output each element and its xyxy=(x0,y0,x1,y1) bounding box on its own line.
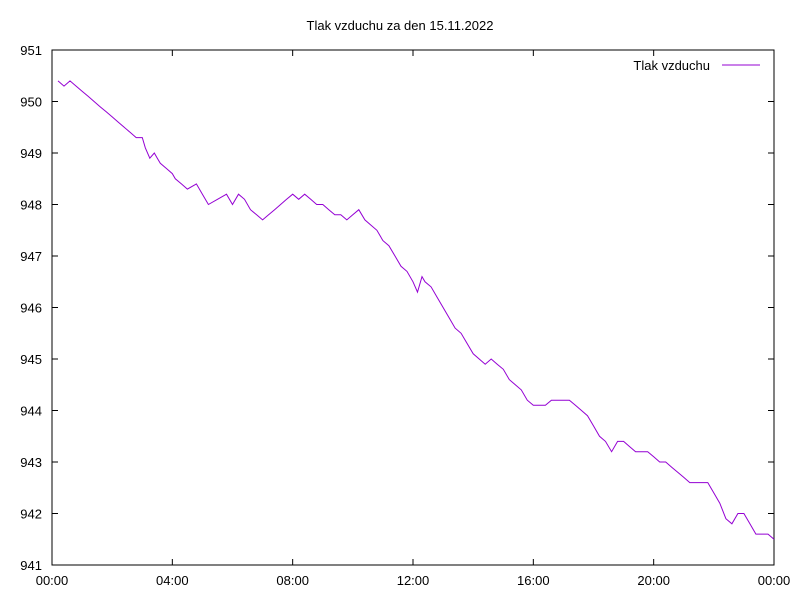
x-tick-label: 20:00 xyxy=(637,573,670,588)
y-tick-label: 942 xyxy=(20,507,42,522)
y-axis: 941 942 943 944 945 946 947 948 949 950 951 xyxy=(20,43,774,573)
x-tick-label: 00:00 xyxy=(758,573,791,588)
x-tick-label: 12:00 xyxy=(397,573,430,588)
x-tick-label: 00:00 xyxy=(36,573,69,588)
legend: Tlak vzduchu xyxy=(633,58,760,73)
y-tick-label: 948 xyxy=(20,198,42,213)
y-tick-label: 941 xyxy=(20,558,42,573)
chart-title: Tlak vzduchu za den 15.11.2022 xyxy=(306,18,494,33)
y-tick-label: 943 xyxy=(20,455,42,470)
y-tick-label: 945 xyxy=(20,352,42,367)
y-tick-label: 949 xyxy=(20,146,42,161)
y-tick-label: 951 xyxy=(20,43,42,58)
series-layer xyxy=(57,80,775,540)
legend-label: Tlak vzduchu xyxy=(633,58,710,73)
series-line-tlak-vzduchu xyxy=(57,80,775,540)
plot-frame xyxy=(51,49,775,566)
y-tick-label: 947 xyxy=(20,249,42,264)
x-tick-label: 16:00 xyxy=(517,573,550,588)
x-tick-label: 04:00 xyxy=(156,573,189,588)
x-tick-label: 08:00 xyxy=(276,573,309,588)
y-tick-label: 944 xyxy=(20,404,42,419)
x-axis: 00:00 04:00 08:00 12:00 16:00 20:00 00:00 xyxy=(36,50,791,588)
y-tick-label: 946 xyxy=(20,301,42,316)
y-tick-label: 950 xyxy=(20,95,42,110)
